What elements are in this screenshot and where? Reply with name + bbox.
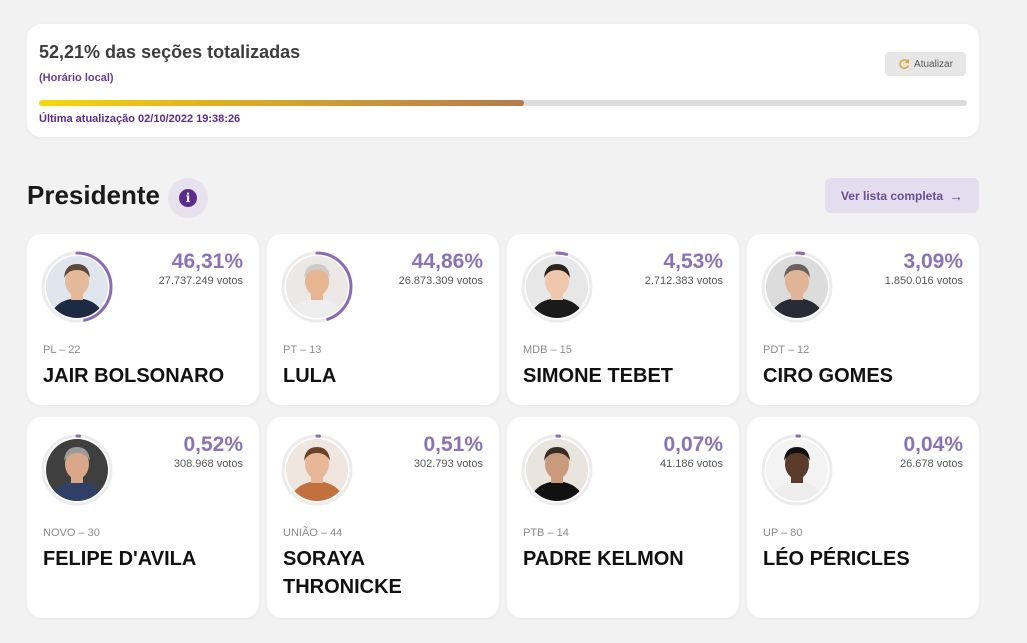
vote-percentage: 3,09% (903, 250, 963, 273)
candidate-photo (759, 432, 835, 508)
vote-share-ring (41, 434, 113, 506)
refresh-icon (898, 58, 910, 70)
candidate-photo (759, 249, 835, 325)
candidate-card[interactable]: 0,51% 302.793 votos UNIÃO – 44 SORAYA TH… (267, 417, 499, 618)
vote-count: 1.850.016 votos (884, 275, 963, 287)
party-number: PTB – 14 (523, 527, 569, 539)
vote-percentage: 0,52% (183, 433, 243, 456)
vote-share-ring (281, 434, 353, 506)
candidate-portrait (286, 256, 348, 318)
local-time-note: (Horário local) (39, 72, 114, 84)
candidate-portrait (286, 439, 348, 501)
candidate-name: JAIR BOLSONARO (43, 365, 225, 387)
candidate-card[interactable]: 4,53% 2.712.383 votos MDB – 15 SIMONE TE… (507, 234, 739, 405)
vote-share-ring (521, 434, 593, 506)
party-number: PDT – 12 (763, 344, 810, 356)
candidate-grid: 46,31% 27.737.249 votos PL – 22 JAIR BOL… (27, 234, 979, 618)
info-icon: i (179, 189, 197, 207)
candidate-photo (39, 249, 115, 325)
candidate-name: LÉO PÉRICLES (763, 548, 910, 570)
info-button[interactable]: i (168, 178, 208, 218)
candidate-name: LULA (283, 365, 337, 387)
candidate-photo (279, 249, 355, 325)
full-list-label: Ver lista completa (840, 188, 944, 203)
refresh-button[interactable]: Atualizar (885, 52, 966, 76)
party-number: UNIÃO – 44 (283, 527, 343, 539)
party-number: UP – 80 (763, 527, 803, 539)
party-number: PL – 22 (43, 344, 81, 356)
progress-fill (39, 100, 524, 106)
candidate-card[interactable]: 0,52% 308.968 votos NOVO – 30 FELIPE D'A… (27, 417, 259, 618)
candidate-name: PADRE KELMON (523, 548, 684, 570)
candidate-portrait (46, 439, 108, 501)
candidate-photo (39, 432, 115, 508)
vote-percentage: 0,51% (423, 433, 483, 456)
vote-share-ring (521, 251, 593, 323)
vote-count: 27.737.249 votos (158, 275, 243, 287)
totalization-status-card: 52,21% das seções totalizadas (Horário l… (27, 24, 979, 137)
vote-percentage: 46,31% (171, 250, 243, 273)
candidate-card[interactable]: 46,31% 27.737.249 votos PL – 22 JAIR BOL… (27, 234, 259, 405)
vote-percentage: 4,53% (663, 250, 723, 273)
candidate-portrait (766, 439, 828, 501)
vote-percentage: 44,86% (411, 250, 483, 273)
vote-percentage: 0,04% (903, 433, 963, 456)
section-title: Presidente (27, 180, 160, 210)
candidate-photo (279, 432, 355, 508)
party-number: NOVO – 30 (43, 527, 100, 539)
full-list-button[interactable]: Ver lista completa → (825, 178, 979, 213)
last-update-timestamp: Última atualização 02/10/2022 19:38:26 (39, 113, 241, 125)
vote-count: 26.678 votos (900, 458, 963, 470)
vote-count: 26.873.309 votos (398, 275, 483, 287)
candidate-photo (519, 432, 595, 508)
arrow-right-icon: → (949, 187, 964, 204)
candidate-name: SIMONE TEBET (523, 365, 674, 387)
vote-share-ring (281, 251, 353, 323)
candidate-card[interactable]: 0,07% 41.186 votos PTB – 14 PADRE KELMON (507, 417, 739, 618)
vote-share-ring (761, 434, 833, 506)
candidate-portrait (46, 256, 108, 318)
candidate-portrait (526, 439, 588, 501)
party-number: MDB – 15 (523, 344, 572, 356)
candidate-card[interactable]: 44,86% 26.873.309 votos PT – 13 LULA (267, 234, 499, 405)
candidate-name: CIRO GOMES (763, 365, 894, 387)
candidate-portrait (526, 256, 588, 318)
totalization-progress-bar (39, 100, 967, 106)
vote-count: 302.793 votos (413, 458, 483, 470)
vote-count: 41.186 votos (660, 458, 723, 470)
candidate-portrait (766, 256, 828, 318)
candidate-name: SORAYA THRONICKE (283, 548, 402, 598)
vote-percentage: 0,07% (663, 433, 723, 456)
vote-share-ring (41, 251, 113, 323)
candidate-card[interactable]: 3,09% 1.850.016 votos PDT – 12 CIRO GOME… (747, 234, 979, 405)
totalization-title: 52,21% das seções totalizadas (39, 42, 301, 62)
vote-count: 308.968 votos (173, 458, 243, 470)
party-number: PT – 13 (283, 344, 322, 356)
candidate-card[interactable]: 0,04% 26.678 votos UP – 80 LÉO PÉRICLES (747, 417, 979, 618)
refresh-label: Atualizar (914, 58, 953, 70)
candidate-photo (519, 249, 595, 325)
vote-count: 2.712.383 votos (644, 275, 723, 287)
candidate-name: FELIPE D'AVILA (43, 548, 197, 570)
vote-share-ring (761, 251, 833, 323)
